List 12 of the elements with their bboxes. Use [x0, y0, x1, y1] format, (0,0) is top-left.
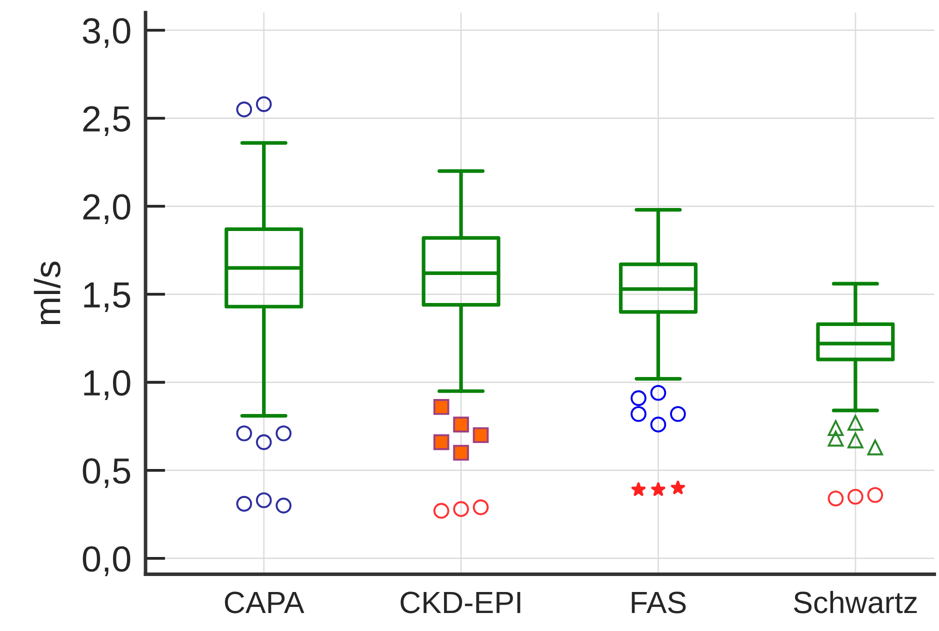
y-tick-label: 1,5 — [84, 282, 130, 312]
x-tick-label: FAS — [632, 592, 686, 614]
y-tick-label: 0,0 — [82, 546, 130, 576]
x-tick-label: CKD-EPI — [400, 592, 520, 614]
y-tick-label: 2,5 — [83, 106, 130, 136]
y-tick-label: 0,5 — [82, 458, 130, 488]
x-tick-label: CAPA — [224, 592, 304, 614]
x-tick-label: Schwartz — [794, 590, 917, 614]
y-tick-label: 3,0 — [82, 18, 130, 48]
y-axis-title: ml/s — [34, 262, 60, 324]
y-tick-label: 1,0 — [84, 370, 130, 400]
y-tick-label: 2,0 — [83, 194, 130, 224]
